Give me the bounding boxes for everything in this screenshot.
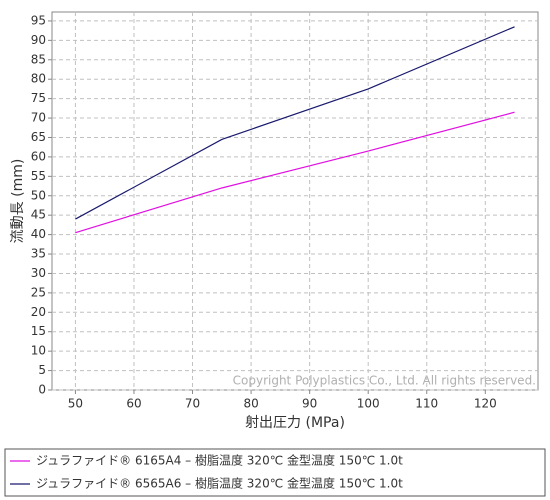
x-tick-label: 60 [126,397,141,411]
plot-area [51,11,539,391]
y-tick-label: 40 [31,227,46,241]
y-tick-label: 85 [31,52,46,66]
y-tick-label: 55 [31,169,46,183]
legend [4,448,546,497]
x-tick-label: 120 [474,397,497,411]
y-tick-label: 25 [31,285,46,299]
series-line [75,111,515,234]
x-axis-label: 射出圧力 (MPa) [245,415,345,431]
y-tick-label: 30 [31,266,46,280]
y-tick-label: 45 [31,208,46,222]
y-tick-label: 0 [38,383,46,397]
y-tick-label: 10 [31,344,46,358]
x-tick-label: 90 [302,397,317,411]
legend-label: ジュラファイド® 6565A6 – 樹脂温度 320℃ 金型温度 150℃ 1.… [36,476,403,491]
y-axis-label: 流動長 (mm) [10,159,26,244]
x-tick-label: 100 [357,397,380,411]
legend-label: ジュラファイド® 6165A4 – 樹脂温度 320℃ 金型温度 150℃ 1.… [36,453,403,468]
y-tick-label: 70 [31,111,46,125]
x-tick-label: 50 [68,397,83,411]
x-tick-label: 110 [415,397,438,411]
y-tick-label: 60 [31,149,46,163]
x-tick-label: 70 [185,397,200,411]
y-tick-label: 90 [31,33,46,47]
x-tick-label: 80 [243,397,258,411]
y-tick-label: 80 [31,72,46,86]
y-tick-label: 95 [31,13,46,27]
y-tick-label: 5 [38,363,46,377]
y-tick-label: 20 [31,305,46,319]
y-tick-label: 15 [31,324,46,338]
y-tick-label: 75 [31,91,46,105]
y-tick-label: 65 [31,130,46,144]
y-tick-label: 50 [31,188,46,202]
series-line [75,26,515,220]
y-tick-label: 35 [31,247,46,261]
copyright: Copyright Polyplastics Co., Ltd. All rig… [233,374,536,388]
